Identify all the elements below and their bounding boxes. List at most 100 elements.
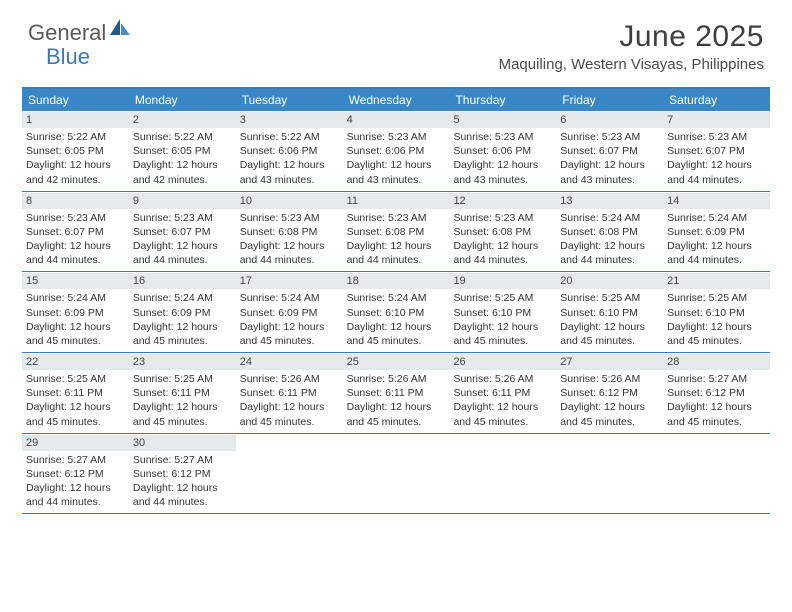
day-info: Sunrise: 5:25 AMSunset: 6:11 PMDaylight:… [26, 372, 125, 429]
weekday-saturday: Saturday [663, 89, 770, 111]
day-20: 20 Sunrise: 5:25 AMSunset: 6:10 PMDayligh… [556, 272, 663, 352]
day-7: 7 Sunrise: 5:23 AMSunset: 6:07 PMDaylight… [663, 111, 770, 191]
day-info: Sunrise: 5:25 AMSunset: 6:10 PMDaylight:… [453, 291, 552, 348]
day-info: Sunrise: 5:22 AMSunset: 6:05 PMDaylight:… [133, 130, 232, 187]
week-row: 1Sunrise: 5:22 AMSunset: 6:05 PMDaylight… [22, 111, 770, 192]
day-number: 15 [22, 273, 129, 289]
logo-text-general: General [28, 20, 106, 46]
day-17: 17 Sunrise: 5:24 AMSunset: 6:09 PMDayligh… [236, 272, 343, 352]
weeks-container: 1Sunrise: 5:22 AMSunset: 6:05 PMDaylight… [22, 111, 770, 514]
day-info: Sunrise: 5:24 AMSunset: 6:10 PMDaylight:… [347, 291, 446, 348]
day-number: 22 [22, 354, 129, 370]
day-info: Sunrise: 5:23 AMSunset: 6:06 PMDaylight:… [347, 130, 446, 187]
day-number: 12 [449, 193, 556, 209]
day-9: 9 Sunrise: 5:23 AMSunset: 6:07 PMDaylight… [129, 192, 236, 272]
day-number: 16 [129, 273, 236, 289]
day-info: Sunrise: 5:27 AMSunset: 6:12 PMDaylight:… [26, 453, 125, 510]
day-4: 4 Sunrise: 5:23 AMSunset: 6:06 PMDaylight… [343, 111, 450, 191]
day-24: 24Sunrise: 5:26 AMSunset: 6:11 PMDayligh… [236, 353, 343, 433]
day-info: Sunrise: 5:23 AMSunset: 6:06 PMDaylight:… [453, 130, 552, 187]
day-empty [556, 434, 663, 514]
day-13: 13 Sunrise: 5:24 AMSunset: 6:08 PMDayligh… [556, 192, 663, 272]
weekday-sunday: Sunday [22, 89, 129, 111]
day-6: 6 Sunrise: 5:23 AMSunset: 6:07 PMDaylight… [556, 111, 663, 191]
weekday-wednesday: Wednesday [343, 89, 450, 111]
day-info: Sunrise: 5:26 AMSunset: 6:11 PMDaylight:… [240, 372, 339, 429]
day-number: 28 [663, 354, 770, 370]
day-info: Sunrise: 5:26 AMSunset: 6:12 PMDaylight:… [560, 372, 659, 429]
day-info: Sunrise: 5:23 AMSunset: 6:07 PMDaylight:… [133, 211, 232, 268]
day-info: Sunrise: 5:25 AMSunset: 6:10 PMDaylight:… [560, 291, 659, 348]
title-block: June 2025 Maquiling, Western Visayas, Ph… [499, 20, 764, 73]
day-number: 23 [129, 354, 236, 370]
day-info: Sunrise: 5:26 AMSunset: 6:11 PMDaylight:… [453, 372, 552, 429]
day-number: 9 [129, 193, 236, 209]
day-info: Sunrise: 5:23 AMSunset: 6:07 PMDaylight:… [667, 130, 766, 187]
day-2: 2Sunrise: 5:22 AMSunset: 6:05 PMDaylight… [129, 111, 236, 191]
day-number: 21 [663, 273, 770, 289]
day-number: 5 [449, 112, 556, 128]
day-26: 26 Sunrise: 5:26 AMSunset: 6:11 PMDayligh… [449, 353, 556, 433]
day-info: Sunrise: 5:27 AMSunset: 6:12 PMDaylight:… [133, 453, 232, 510]
day-30: 30 Sunrise: 5:27 AMSunset: 6:12 PMDayligh… [129, 434, 236, 514]
weekday-header-row: SundayMondayTuesdayWednesdayThursdayFrid… [22, 89, 770, 111]
location-text: Maquiling, Western Visayas, Philippines [499, 56, 764, 73]
day-12: 12 Sunrise: 5:23 AMSunset: 6:08 PMDayligh… [449, 192, 556, 272]
day-number: 7 [663, 112, 770, 128]
day-info: Sunrise: 5:23 AMSunset: 6:07 PMDaylight:… [560, 130, 659, 187]
day-info: Sunrise: 5:24 AMSunset: 6:09 PMDaylight:… [240, 291, 339, 348]
day-number: 1 [22, 112, 129, 128]
day-number: 4 [343, 112, 450, 128]
logo-text-blue: Blue [46, 44, 90, 70]
day-28: 28 Sunrise: 5:27 AMSunset: 6:12 PMDayligh… [663, 353, 770, 433]
day-number: 8 [22, 193, 129, 209]
day-info: Sunrise: 5:22 AMSunset: 6:06 PMDaylight:… [240, 130, 339, 187]
page-header: General Blue June 2025 Maquiling, Wester… [0, 0, 792, 79]
day-18: 18 Sunrise: 5:24 AMSunset: 6:10 PMDayligh… [343, 272, 450, 352]
day-info: Sunrise: 5:24 AMSunset: 6:09 PMDaylight:… [133, 291, 232, 348]
day-1: 1Sunrise: 5:22 AMSunset: 6:05 PMDaylight… [22, 111, 129, 191]
day-15: 15 Sunrise: 5:24 AMSunset: 6:09 PMDayligh… [22, 272, 129, 352]
logo-sail-icon [110, 19, 132, 42]
week-row: 8Sunrise: 5:23 AMSunset: 6:07 PMDaylight… [22, 192, 770, 273]
day-info: Sunrise: 5:24 AMSunset: 6:09 PMDaylight:… [26, 291, 125, 348]
day-number: 17 [236, 273, 343, 289]
day-29: 29 Sunrise: 5:27 AMSunset: 6:12 PMDayligh… [22, 434, 129, 514]
day-number: 30 [129, 435, 236, 451]
day-info: Sunrise: 5:23 AMSunset: 6:08 PMDaylight:… [453, 211, 552, 268]
week-row: 15Sunrise: 5:24 AMSunset: 6:09 PMDayligh… [22, 272, 770, 353]
day-info: Sunrise: 5:25 AMSunset: 6:11 PMDaylight:… [133, 372, 232, 429]
day-info: Sunrise: 5:27 AMSunset: 6:12 PMDaylight:… [667, 372, 766, 429]
day-number: 3 [236, 112, 343, 128]
day-number: 29 [22, 435, 129, 451]
month-title: June 2025 [499, 20, 764, 54]
day-21: 21 Sunrise: 5:25 AMSunset: 6:10 PMDayligh… [663, 272, 770, 352]
day-info: Sunrise: 5:26 AMSunset: 6:11 PMDaylight:… [347, 372, 446, 429]
day-info: Sunrise: 5:25 AMSunset: 6:10 PMDaylight:… [667, 291, 766, 348]
day-empty [343, 434, 450, 514]
day-info: Sunrise: 5:23 AMSunset: 6:07 PMDaylight:… [26, 211, 125, 268]
day-5: 5 Sunrise: 5:23 AMSunset: 6:06 PMDaylight… [449, 111, 556, 191]
week-row: 22Sunrise: 5:25 AMSunset: 6:11 PMDayligh… [22, 353, 770, 434]
day-number: 20 [556, 273, 663, 289]
weekday-thursday: Thursday [449, 89, 556, 111]
day-empty [663, 434, 770, 514]
day-number: 26 [449, 354, 556, 370]
day-info: Sunrise: 5:23 AMSunset: 6:08 PMDaylight:… [347, 211, 446, 268]
day-22: 22 Sunrise: 5:25 AMSunset: 6:11 PMDayligh… [22, 353, 129, 433]
day-number: 19 [449, 273, 556, 289]
day-number: 13 [556, 193, 663, 209]
day-number: 27 [556, 354, 663, 370]
day-info: Sunrise: 5:24 AMSunset: 6:08 PMDaylight:… [560, 211, 659, 268]
day-number: 18 [343, 273, 450, 289]
day-info: Sunrise: 5:23 AMSunset: 6:08 PMDaylight:… [240, 211, 339, 268]
day-19: 19 Sunrise: 5:25 AMSunset: 6:10 PMDayligh… [449, 272, 556, 352]
weekday-monday: Monday [129, 89, 236, 111]
weekday-friday: Friday [556, 89, 663, 111]
weekday-tuesday: Tuesday [236, 89, 343, 111]
day-27: 27 Sunrise: 5:26 AMSunset: 6:12 PMDayligh… [556, 353, 663, 433]
day-3: 3 Sunrise: 5:22 AMSunset: 6:06 PMDaylight… [236, 111, 343, 191]
day-empty [449, 434, 556, 514]
day-8: 8 Sunrise: 5:23 AMSunset: 6:07 PMDaylight… [22, 192, 129, 272]
day-number: 6 [556, 112, 663, 128]
